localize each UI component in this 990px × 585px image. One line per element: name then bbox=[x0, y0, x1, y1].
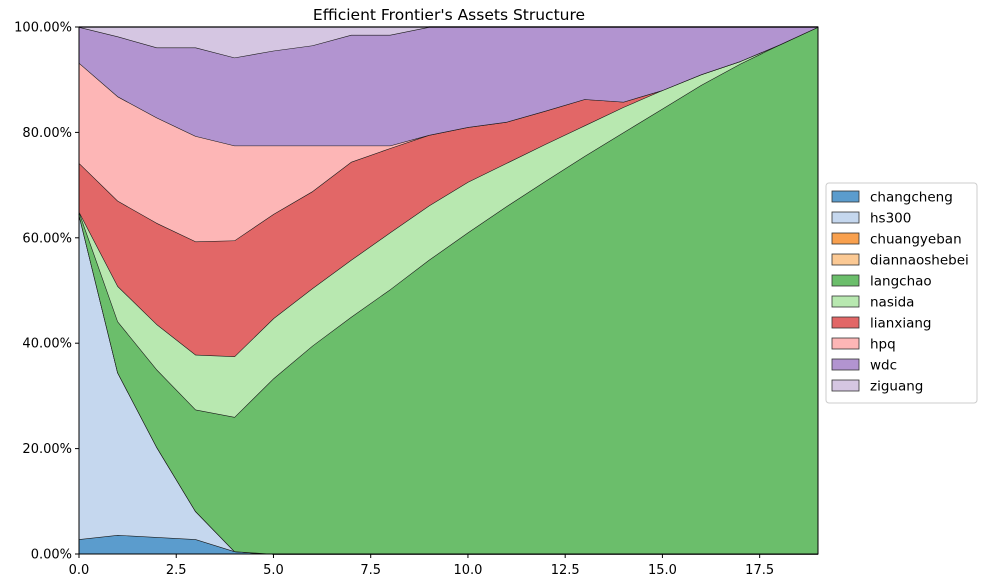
legend-label-nasida: nasida bbox=[870, 295, 914, 311]
legend-swatch-langchao bbox=[831, 274, 860, 287]
legend-label-hpq: hpq bbox=[870, 337, 896, 353]
legend-swatch-hpq bbox=[831, 337, 860, 350]
y-tick-label-5: 100.00% bbox=[14, 21, 72, 36]
chart-title: Efficient Frontier's Assets Structure bbox=[313, 6, 585, 24]
legend-label-wdc: wdc bbox=[870, 358, 897, 374]
legend-swatch-changcheng bbox=[831, 190, 860, 203]
legend-label-diannaoshebei: diannaoshebei bbox=[870, 253, 969, 269]
area-langchao bbox=[79, 27, 818, 554]
x-axis: 0.0 2.5 5.0 7.5 10.0 12.5 15.0 17.5 bbox=[69, 554, 774, 578]
x-tick-label-0: 0.0 bbox=[69, 563, 90, 578]
area-hpq bbox=[79, 27, 818, 242]
legend-label-chuangyeban: chuangyeban bbox=[870, 232, 962, 248]
legend-label-hs300: hs300 bbox=[870, 211, 911, 227]
x-tick-label-5: 12.5 bbox=[551, 563, 580, 578]
y-axis: 0.00% 20.00% 40.00% 60.00% 80.00% 100.00% bbox=[14, 21, 79, 563]
y-tick-label-2: 40.00% bbox=[22, 337, 72, 352]
legend-swatch-chuangyeban bbox=[831, 232, 860, 245]
area-hs300 bbox=[79, 214, 818, 554]
legend-swatch-wdc bbox=[831, 358, 860, 371]
legend-swatch-diannaoshebei bbox=[831, 253, 860, 266]
legend-box bbox=[825, 182, 978, 404]
area-series bbox=[78, 26, 819, 555]
legend: changcheng hs300 chuangyeban diannaoshebei l… bbox=[825, 182, 978, 404]
area-lianxiang bbox=[79, 27, 818, 357]
x-tick-label-4: 10.0 bbox=[453, 563, 482, 578]
x-tick-label-6: 15.0 bbox=[648, 563, 677, 578]
plot-frame bbox=[78, 26, 819, 555]
y-tick-label-3: 60.00% bbox=[22, 231, 72, 246]
y-tick-label-0: 0.00% bbox=[31, 548, 72, 563]
legend-swatch-ziguang bbox=[831, 379, 860, 392]
area-changcheng bbox=[79, 535, 818, 554]
legend-label-langchao: langchao bbox=[870, 274, 932, 290]
y-tick-label-1: 20.00% bbox=[22, 442, 72, 457]
x-tick-label-2: 5.0 bbox=[263, 563, 284, 578]
x-tick-label-7: 17.5 bbox=[745, 563, 774, 578]
legend-label-ziguang: ziguang bbox=[870, 379, 923, 395]
area-wdc bbox=[79, 27, 818, 146]
y-tick-label-4: 80.00% bbox=[22, 126, 72, 141]
x-tick-label-3: 7.5 bbox=[360, 563, 381, 578]
legend-label-lianxiang: lianxiang bbox=[870, 316, 931, 332]
legend-swatch-hs300 bbox=[831, 211, 860, 224]
legend-swatch-lianxiang bbox=[831, 316, 860, 329]
legend-swatch-nasida bbox=[831, 295, 860, 308]
x-tick-label-1: 2.5 bbox=[166, 563, 187, 578]
legend-label-changcheng: changcheng bbox=[870, 190, 953, 206]
area-ziguang bbox=[79, 27, 818, 58]
area-nasida bbox=[79, 27, 818, 417]
